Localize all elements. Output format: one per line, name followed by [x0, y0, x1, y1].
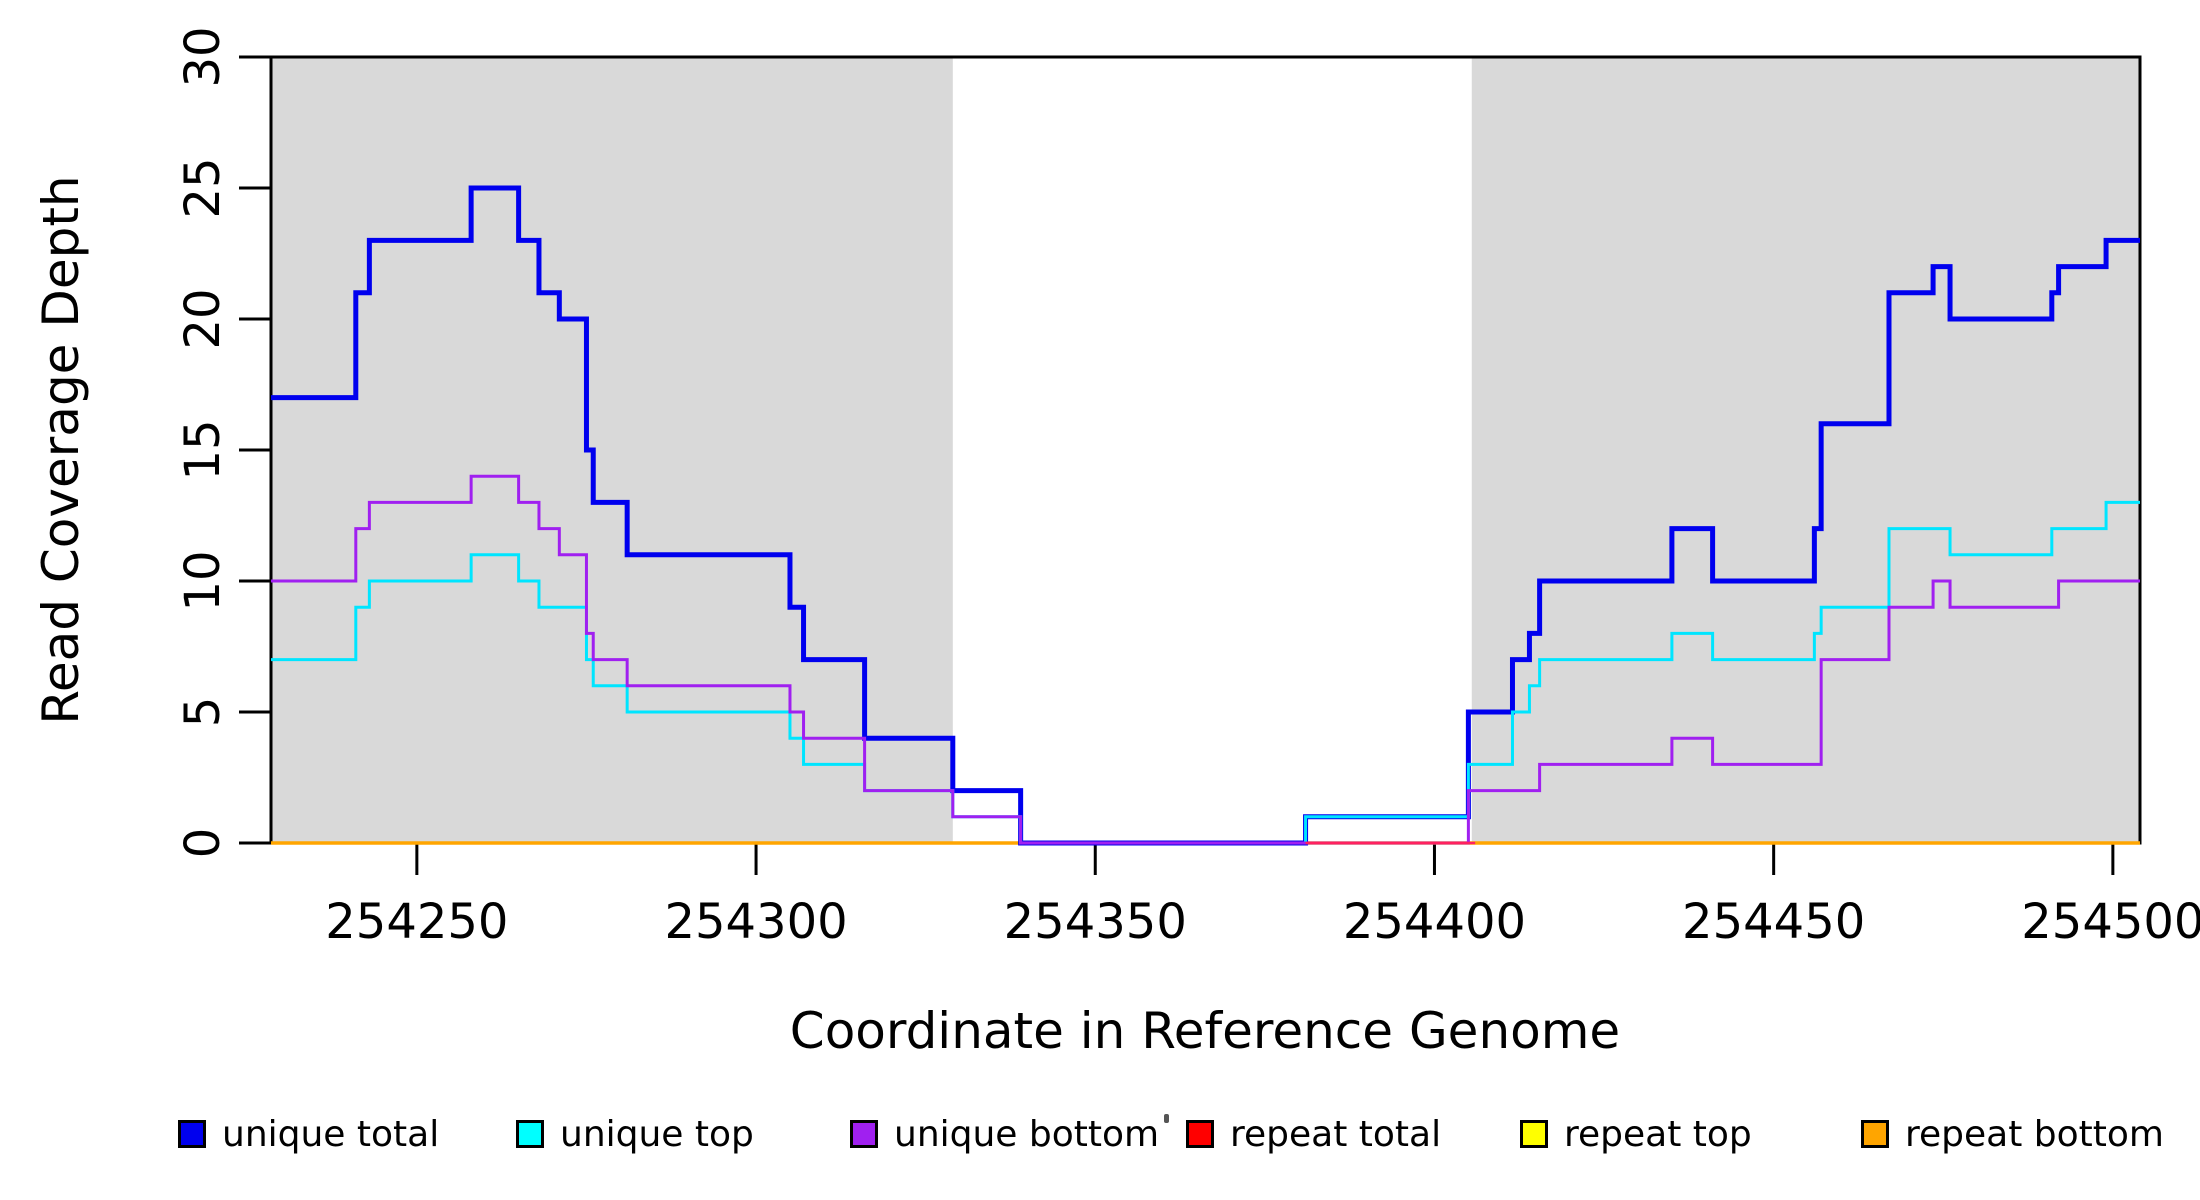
- y-axis-title: Read Coverage Depth: [32, 175, 90, 724]
- legend-item-repeat-top: repeat top: [1520, 1114, 1752, 1155]
- legend-label: repeat top: [1564, 1113, 1752, 1155]
- legend-swatch-unique-top: [516, 1120, 544, 1148]
- coverage-step-lines: [271, 185, 2140, 846]
- y-tick-label: 10: [175, 550, 231, 611]
- legend-swatch-unique-bottom: [850, 1120, 878, 1148]
- legend-label: repeat total: [1230, 1113, 1442, 1155]
- legend-item-repeat-bottom: repeat bottom: [1861, 1114, 2164, 1155]
- x-axis-title: Coordinate in Reference Genome: [790, 1002, 1620, 1060]
- legend-swatch-repeat-bottom: [1861, 1120, 1889, 1148]
- legend-item-unique-bottom: unique bottom: [850, 1114, 1159, 1155]
- y-tick-label: 30: [175, 26, 231, 87]
- legend-item-unique-top: unique top: [516, 1114, 754, 1155]
- x-tick-label: 254350: [1004, 894, 1187, 950]
- shaded-band: [271, 57, 953, 843]
- legend-item-repeat-total: repeat total: [1186, 1114, 1441, 1155]
- y-tick-label: 15: [175, 419, 231, 480]
- x-tick-label: 254500: [2021, 894, 2200, 950]
- shaded-repeat-bands: [271, 57, 2140, 843]
- x-tick-label: 254300: [664, 894, 847, 950]
- legend-label: unique total: [222, 1113, 440, 1155]
- legend-label: unique top: [560, 1113, 754, 1155]
- stray-dot-artifact: [1164, 1114, 1169, 1123]
- axes: 254250 254300 254350 254400 254450 254500 0 5 10…: [175, 26, 2200, 950]
- x-tick-label: 254250: [325, 894, 508, 950]
- legend-swatch-repeat-top: [1520, 1120, 1548, 1148]
- y-tick-label: 0: [175, 828, 231, 859]
- legend-item-unique-total: unique total: [178, 1114, 439, 1155]
- y-tick-label: 5: [175, 697, 231, 728]
- x-tick-label: 254450: [1682, 894, 1865, 950]
- y-tick-label: 20: [175, 288, 231, 349]
- shaded-band: [1471, 57, 2140, 843]
- legend-swatch-repeat-total: [1186, 1120, 1214, 1148]
- series-unique-bottom: [271, 474, 2140, 845]
- x-tick-label: 254400: [1343, 894, 1526, 950]
- legend-label: unique bottom: [894, 1113, 1160, 1155]
- legend-swatch-unique-total: [178, 1120, 206, 1148]
- y-tick-label: 25: [175, 157, 231, 218]
- legend-label: repeat bottom: [1905, 1113, 2164, 1155]
